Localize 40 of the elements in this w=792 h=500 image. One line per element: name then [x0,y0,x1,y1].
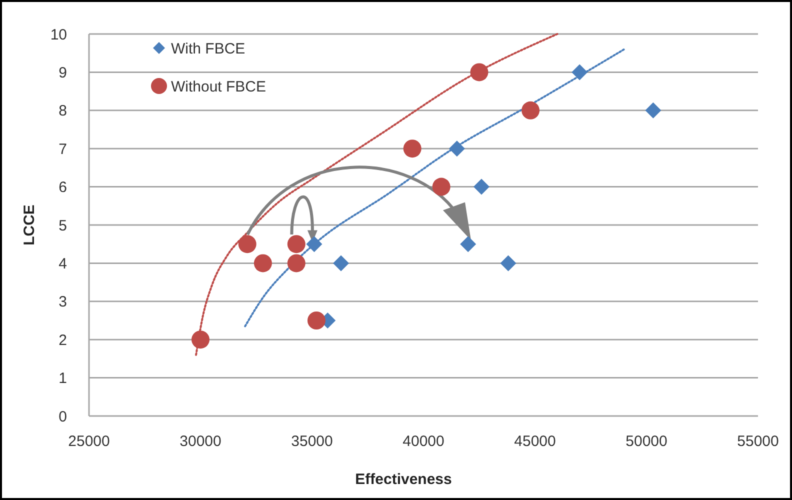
legend-label: With FBCE [171,40,246,58]
x-tick-label: 55000 [737,433,779,450]
y-tick-label: 9 [58,64,67,82]
y-tick-label: 5 [58,217,67,234]
y-tick-label: 1 [58,370,67,388]
y-tick-label: 4 [58,255,67,272]
y-tick-label: 2 [58,332,67,349]
y-tick-label: 6 [58,179,67,196]
point [460,236,476,252]
x-tick-label: 50000 [626,433,668,450]
legend-label: Without FBCE [171,78,266,96]
y-tick-label: 0 [58,408,67,426]
point [448,140,465,157]
x-axis-title: Effectiveness [355,471,452,488]
point [307,312,326,330]
point [572,64,588,80]
point [645,102,662,118]
y-tick-label: 7 [58,140,67,158]
point [332,255,349,272]
x-tick-label: 45000 [514,433,556,450]
point [500,255,516,272]
y-tick-label: 10 [50,26,67,44]
x-tick-label: 35000 [291,433,333,450]
point [470,63,488,82]
point [473,178,490,195]
point [287,235,306,254]
point [287,254,306,272]
y-tick-label: 8 [58,102,67,120]
x-tick-label: 30000 [180,433,222,450]
y-axis-title: LCCE [21,204,38,246]
point [403,140,422,158]
x-tick-label: 40000 [402,433,444,450]
point [306,236,322,252]
point [522,101,540,120]
point [432,178,450,196]
point [254,254,272,272]
x-tick-label: 25000 [68,433,110,450]
point [238,235,256,254]
point [192,330,210,349]
y-tick-label: 3 [58,294,67,311]
